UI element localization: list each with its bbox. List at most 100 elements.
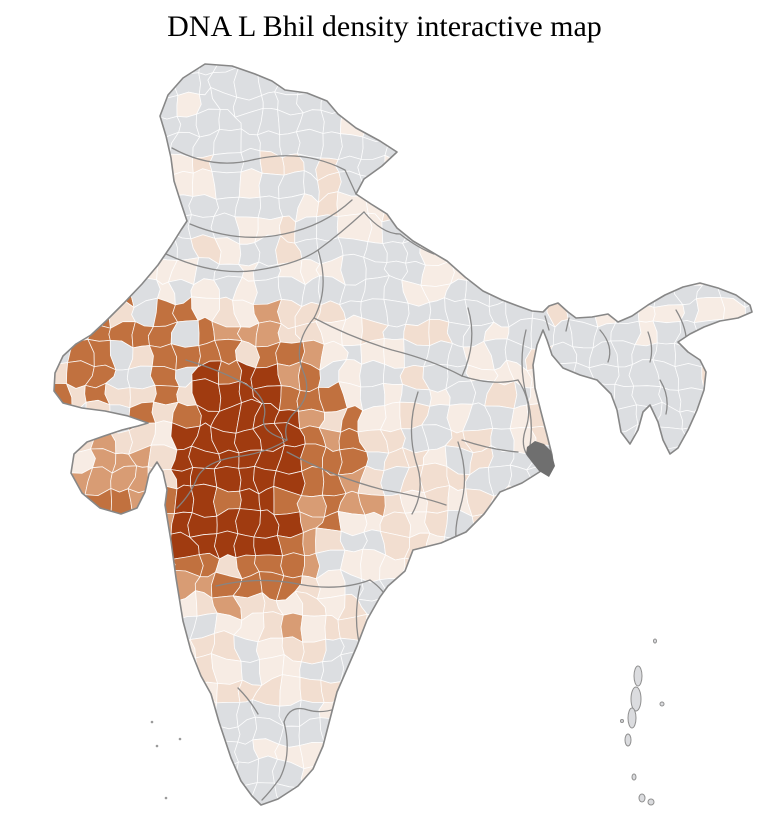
- state-border: [286, 451, 447, 506]
- page-title: DNA L Bhil density interactive map: [167, 10, 602, 43]
- state-border: [171, 147, 357, 195]
- district-cell[interactable]: [149, 485, 178, 515]
- state-border: [313, 249, 324, 319]
- island[interactable]: [631, 773, 637, 781]
- district-cell[interactable]: [299, 742, 325, 770]
- district-cell[interactable]: [234, 196, 262, 219]
- district-cell[interactable]: [87, 297, 114, 329]
- district-cell[interactable]: [634, 282, 658, 308]
- district-cell[interactable]: [652, 304, 685, 324]
- district-cell[interactable]: [681, 426, 704, 450]
- district-cell[interactable]: [190, 483, 218, 518]
- district-cell[interactable]: [299, 661, 325, 681]
- district-cell[interactable]: [297, 72, 326, 96]
- district-cell[interactable]: [693, 296, 725, 324]
- district-cell[interactable]: [196, 681, 219, 704]
- district-cell[interactable]: [302, 527, 317, 556]
- district-cell[interactable]: [295, 128, 324, 159]
- district-cell[interactable]: [172, 69, 202, 96]
- district-cell[interactable]: [590, 382, 616, 412]
- district-cell[interactable]: [49, 452, 73, 474]
- district-cell[interactable]: [273, 782, 305, 808]
- district-cell[interactable]: [213, 128, 242, 156]
- district-cell[interactable]: [300, 638, 327, 665]
- state-border: [461, 439, 519, 453]
- district-cell[interactable]: [149, 66, 179, 100]
- state-border: [313, 317, 463, 377]
- district-cell[interactable]: [693, 318, 724, 347]
- district-cell[interactable]: [465, 258, 495, 284]
- district-cell[interactable]: [85, 399, 111, 430]
- state-border: [189, 199, 353, 238]
- district-cell[interactable]: [721, 318, 741, 347]
- state-border: [544, 315, 550, 331]
- district-cell[interactable]: [615, 298, 640, 325]
- district-layer[interactable]: [44, 46, 766, 813]
- district-cell[interactable]: [471, 514, 493, 539]
- district-cell[interactable]: [339, 680, 365, 701]
- andaman-nicobar-islands[interactable]: [620, 638, 665, 806]
- district-cell[interactable]: [153, 233, 178, 261]
- state-border: [521, 329, 532, 447]
- island[interactable]: [164, 796, 168, 800]
- island[interactable]: [647, 798, 655, 806]
- district-cell[interactable]: [153, 384, 180, 406]
- island[interactable]: [620, 719, 624, 723]
- district-cell[interactable]: [507, 485, 533, 518]
- district-cell[interactable]: [674, 363, 705, 391]
- district-cell[interactable]: [233, 533, 257, 559]
- state-border: [461, 375, 519, 383]
- state-border: [363, 211, 435, 255]
- district-cell[interactable]: [280, 552, 305, 579]
- district-cell[interactable]: [172, 170, 194, 197]
- state-border: [185, 359, 288, 441]
- district-cell[interactable]: [362, 110, 390, 143]
- district-cell[interactable]: [652, 426, 687, 450]
- state-border: [405, 559, 463, 613]
- district-cell[interactable]: [679, 409, 704, 431]
- district-cell[interactable]: [238, 168, 263, 199]
- district-cell[interactable]: [340, 651, 369, 683]
- state-border: [261, 721, 288, 801]
- district-cell[interactable]: [110, 275, 135, 308]
- district-cell[interactable]: [340, 253, 367, 286]
- district-cell[interactable]: [44, 469, 72, 497]
- district-cell[interactable]: [339, 637, 372, 656]
- district-cell[interactable]: [278, 385, 301, 412]
- lakshadweep-islands[interactable]: [150, 720, 182, 800]
- district-cell[interactable]: [383, 298, 410, 328]
- island[interactable]: [178, 737, 182, 741]
- district-cell[interactable]: [359, 172, 385, 200]
- district-cell[interactable]: [693, 410, 726, 431]
- coastline-outline: [53, 63, 753, 806]
- state-border: [599, 329, 611, 363]
- island[interactable]: [653, 638, 657, 644]
- state-border: [237, 687, 259, 715]
- district-cell[interactable]: [359, 359, 386, 388]
- district-cell[interactable]: [526, 384, 557, 406]
- district-cell[interactable]: [214, 702, 241, 730]
- district-cell[interactable]: [381, 193, 410, 223]
- district-cell[interactable]: [300, 615, 327, 643]
- district-cell[interactable]: [149, 531, 173, 560]
- island[interactable]: [627, 707, 637, 729]
- island[interactable]: [659, 701, 665, 707]
- state-border: [165, 211, 365, 273]
- district-cell[interactable]: [588, 363, 620, 385]
- island[interactable]: [150, 720, 154, 724]
- district-cell[interactable]: [336, 212, 373, 243]
- district-cell[interactable]: [673, 253, 704, 286]
- state-border: [215, 579, 371, 588]
- island[interactable]: [624, 733, 632, 747]
- district-cell[interactable]: [300, 466, 325, 498]
- district-cell[interactable]: [702, 259, 722, 286]
- state-border: [176, 439, 288, 509]
- island[interactable]: [155, 744, 159, 748]
- district-cell[interactable]: [383, 338, 405, 369]
- island[interactable]: [638, 793, 646, 803]
- island[interactable]: [633, 665, 643, 687]
- state-border: [565, 317, 570, 332]
- district-cell[interactable]: [211, 170, 242, 200]
- island[interactable]: [630, 686, 642, 712]
